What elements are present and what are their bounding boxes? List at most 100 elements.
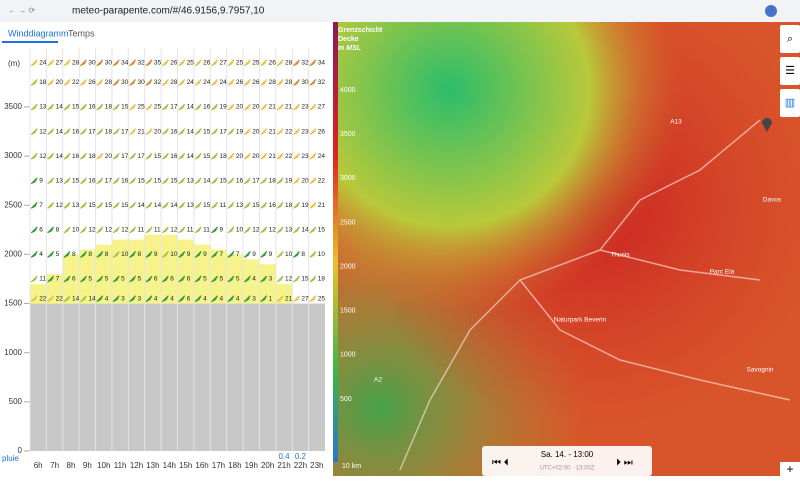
wind-arrow	[63, 295, 71, 303]
wind-arrow	[178, 128, 186, 135]
wind-speed: 6	[39, 227, 43, 234]
back-button[interactable]: ← → ⟳	[8, 6, 35, 15]
place-label: Savognin	[746, 367, 773, 374]
wind-arrow	[112, 128, 120, 135]
time-label: Sa. 14. - 13:00	[541, 450, 594, 459]
zoom-in[interactable]	[780, 462, 800, 476]
wind-arrow	[47, 59, 55, 67]
wind-speed: 14	[88, 295, 96, 302]
thermal-zone	[226, 254, 244, 304]
wind-speed: 20	[252, 104, 260, 111]
wind-speed: 18	[285, 202, 293, 209]
place-label: Davos	[763, 197, 782, 204]
wind-speed: 20	[236, 153, 244, 160]
wind-speed: 26	[236, 79, 244, 86]
wind-arrow	[161, 295, 169, 303]
wind-speed: 24	[318, 153, 326, 160]
wind-arrow	[30, 59, 38, 67]
wind-arrow	[129, 295, 136, 303]
wind-arrow	[63, 275, 71, 283]
wind-arrow	[227, 226, 235, 234]
prev-button[interactable]: ⏮ ⏴	[492, 458, 509, 469]
place-label: Naturpark Beverin	[554, 317, 607, 324]
wind-speed: 12	[56, 202, 64, 209]
wind-speed: 5	[236, 276, 240, 283]
thermal-zone	[46, 274, 63, 304]
wind-speed: 25	[154, 104, 162, 111]
tab[interactable]: Temps	[68, 28, 95, 38]
wind-arrow	[194, 79, 202, 86]
wind-arrow	[129, 177, 136, 185]
wind-speed: 4	[39, 251, 43, 258]
wind-speed: 15	[203, 202, 211, 209]
wind-arrow	[161, 177, 169, 185]
wind-speed: 20	[252, 128, 260, 135]
wind-speed: 13	[39, 104, 47, 111]
wind-arrow	[96, 128, 104, 135]
wind-speed: 21	[269, 104, 277, 111]
profile[interactable]	[765, 5, 777, 17]
x-tick-label: 16h	[195, 461, 208, 470]
y-tick-label: 3500	[4, 102, 22, 111]
wind-arrow	[293, 103, 300, 111]
wind-speed: 24	[203, 79, 211, 86]
wind-arrow	[161, 226, 169, 234]
zoom-in-label: +	[786, 462, 793, 476]
x-tick-label: 23h	[310, 461, 323, 470]
wind-arrow	[309, 295, 317, 303]
wind-speed: 7	[56, 276, 60, 283]
wind-arrow	[112, 79, 120, 86]
wind-speed: 9	[187, 251, 191, 258]
url[interactable]: meteo-parapente.com/#/46.9156,9.7957,10	[72, 6, 265, 17]
wind-arrow	[161, 251, 169, 258]
wind-speed: 12	[39, 153, 47, 160]
wind-arrow	[227, 201, 235, 209]
thermal-zone	[144, 234, 162, 304]
wind-speed: 23	[301, 153, 309, 160]
wind-speed: 10	[236, 227, 244, 234]
thermal-zone	[62, 254, 80, 304]
wind-speed: 26	[269, 59, 277, 66]
wind-arrow	[129, 275, 136, 283]
wind-speed: 26	[203, 59, 211, 66]
wind-arrow	[211, 226, 218, 234]
wind-arrow	[276, 128, 284, 135]
wind-arrow	[129, 201, 136, 209]
wind-arrow	[243, 251, 251, 258]
wind-arrow	[80, 275, 87, 283]
settings-button[interactable]	[780, 57, 800, 85]
wind-arrow	[145, 275, 153, 283]
wind-arrow	[309, 226, 317, 234]
x-tick-label: 21h	[277, 461, 290, 470]
wind-arrow	[260, 251, 268, 258]
wind-speed: 21	[318, 202, 326, 209]
wind-speed: 5	[88, 276, 92, 283]
wind-speed: 25	[138, 104, 146, 111]
place-label: Thusis	[610, 252, 630, 259]
wind-speed: 14	[72, 295, 80, 302]
wind-arrow	[276, 177, 284, 185]
wind-arrow	[227, 59, 235, 67]
wind-arrow	[145, 128, 153, 135]
wind-arrow	[260, 128, 268, 135]
wind-speed: 23	[301, 104, 309, 111]
wind-arrow	[129, 251, 136, 258]
x-tick-label: 14h	[163, 461, 176, 470]
wind-arrow	[30, 251, 38, 258]
wind-speed: 9	[252, 251, 256, 258]
wind-arrow	[243, 152, 251, 160]
wind-speed: 15	[121, 104, 129, 111]
map-title: Grenzschicht	[338, 27, 383, 34]
wind-speed: 10	[170, 251, 178, 258]
search-button[interactable]	[780, 25, 800, 53]
tab[interactable]: Winddiagramm	[8, 28, 69, 38]
chart-button[interactable]	[780, 89, 800, 117]
wind-arrow	[96, 275, 104, 283]
wind-speed: 7	[39, 202, 43, 209]
wind-speed: 20	[105, 153, 113, 160]
wind-speed: 28	[285, 79, 293, 86]
next-button[interactable]: ⏵ ⏭	[616, 458, 633, 469]
wind-speed: 14	[187, 104, 195, 111]
wind-speed: 14	[301, 227, 309, 234]
